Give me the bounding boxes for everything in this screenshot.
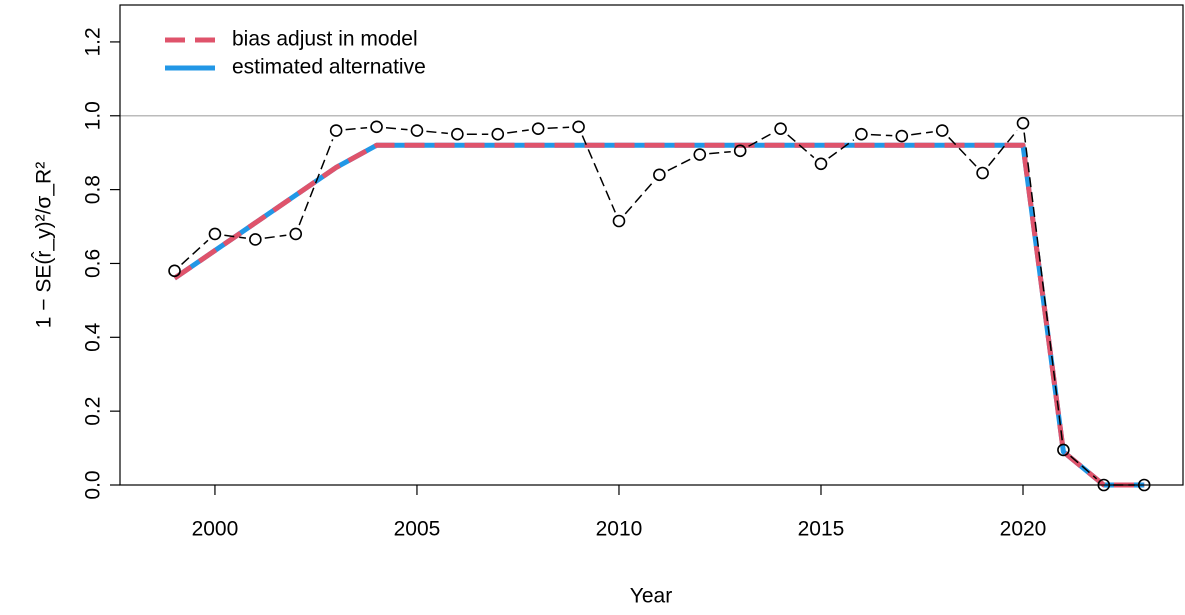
x-tick-label: 2005 xyxy=(394,518,441,541)
y-tick-label: 1.2 xyxy=(82,27,105,56)
observed-point xyxy=(935,124,949,137)
observed-connector xyxy=(948,136,977,167)
observed-connector xyxy=(1023,132,1063,441)
legend-label: estimated alternative xyxy=(232,56,426,79)
observed-connector xyxy=(870,133,893,137)
observed-point xyxy=(814,157,828,171)
x-tick-label: 2010 xyxy=(596,518,643,541)
observed-point xyxy=(653,168,666,182)
observed-connector xyxy=(181,239,209,265)
observed-connector xyxy=(1070,455,1098,480)
observed-point xyxy=(976,166,989,180)
observed-connector xyxy=(709,150,731,155)
observed-point xyxy=(208,227,222,241)
observed-point xyxy=(1057,443,1070,457)
observed-point xyxy=(410,124,424,137)
x-tick-label: 2015 xyxy=(798,518,845,541)
series-line xyxy=(173,142,1145,488)
observed-connector xyxy=(667,158,692,172)
legend-label: bias adjust in model xyxy=(232,28,418,51)
observed-point xyxy=(855,127,868,141)
y-tick-label: 0.4 xyxy=(82,322,105,352)
observed-point xyxy=(289,227,303,241)
observed-point xyxy=(1016,116,1030,130)
observed-connector xyxy=(787,134,815,159)
observed-connector xyxy=(911,131,933,136)
observed-connector xyxy=(988,130,1018,167)
observed-connector xyxy=(581,135,616,213)
observed-connector xyxy=(547,126,570,130)
observed-point xyxy=(249,233,262,246)
observed-point xyxy=(895,129,909,143)
observed-connector xyxy=(624,181,654,215)
observed-connector xyxy=(748,132,773,147)
y-tick-label: 0.6 xyxy=(82,249,105,278)
y-tick-label: 0.0 xyxy=(82,470,105,499)
y-axis-label: 1 − SE(r̂_y)²/σ_R² xyxy=(32,162,56,328)
y-tick-label: 0.8 xyxy=(82,175,105,204)
observed-connector xyxy=(264,234,287,239)
observed-connector xyxy=(426,130,448,135)
observed-point xyxy=(491,127,505,141)
observed-point xyxy=(451,127,464,141)
observed-connector xyxy=(345,126,368,131)
y-tick-label: 0.2 xyxy=(82,397,105,426)
observed-connector xyxy=(385,126,408,131)
observed-point xyxy=(329,124,343,137)
observed-point xyxy=(693,148,707,161)
observed-point xyxy=(531,122,545,135)
observed-connector xyxy=(224,234,247,239)
y-tick-label: 1.0 xyxy=(82,101,105,130)
plot-frame xyxy=(119,4,1184,486)
x-axis-label: Year xyxy=(630,585,672,608)
observed-connector xyxy=(507,129,529,134)
observed-point xyxy=(572,120,585,134)
observed-point xyxy=(733,144,747,158)
series-line xyxy=(173,142,1145,488)
observed-point xyxy=(774,122,787,135)
observed-point xyxy=(612,214,626,228)
observed-point xyxy=(168,264,181,278)
observed-connector xyxy=(828,139,855,159)
observed-connector xyxy=(298,139,334,226)
x-tick-label: 2000 xyxy=(192,518,239,541)
x-tick-label: 2020 xyxy=(1000,518,1047,541)
observed-point xyxy=(370,120,383,134)
